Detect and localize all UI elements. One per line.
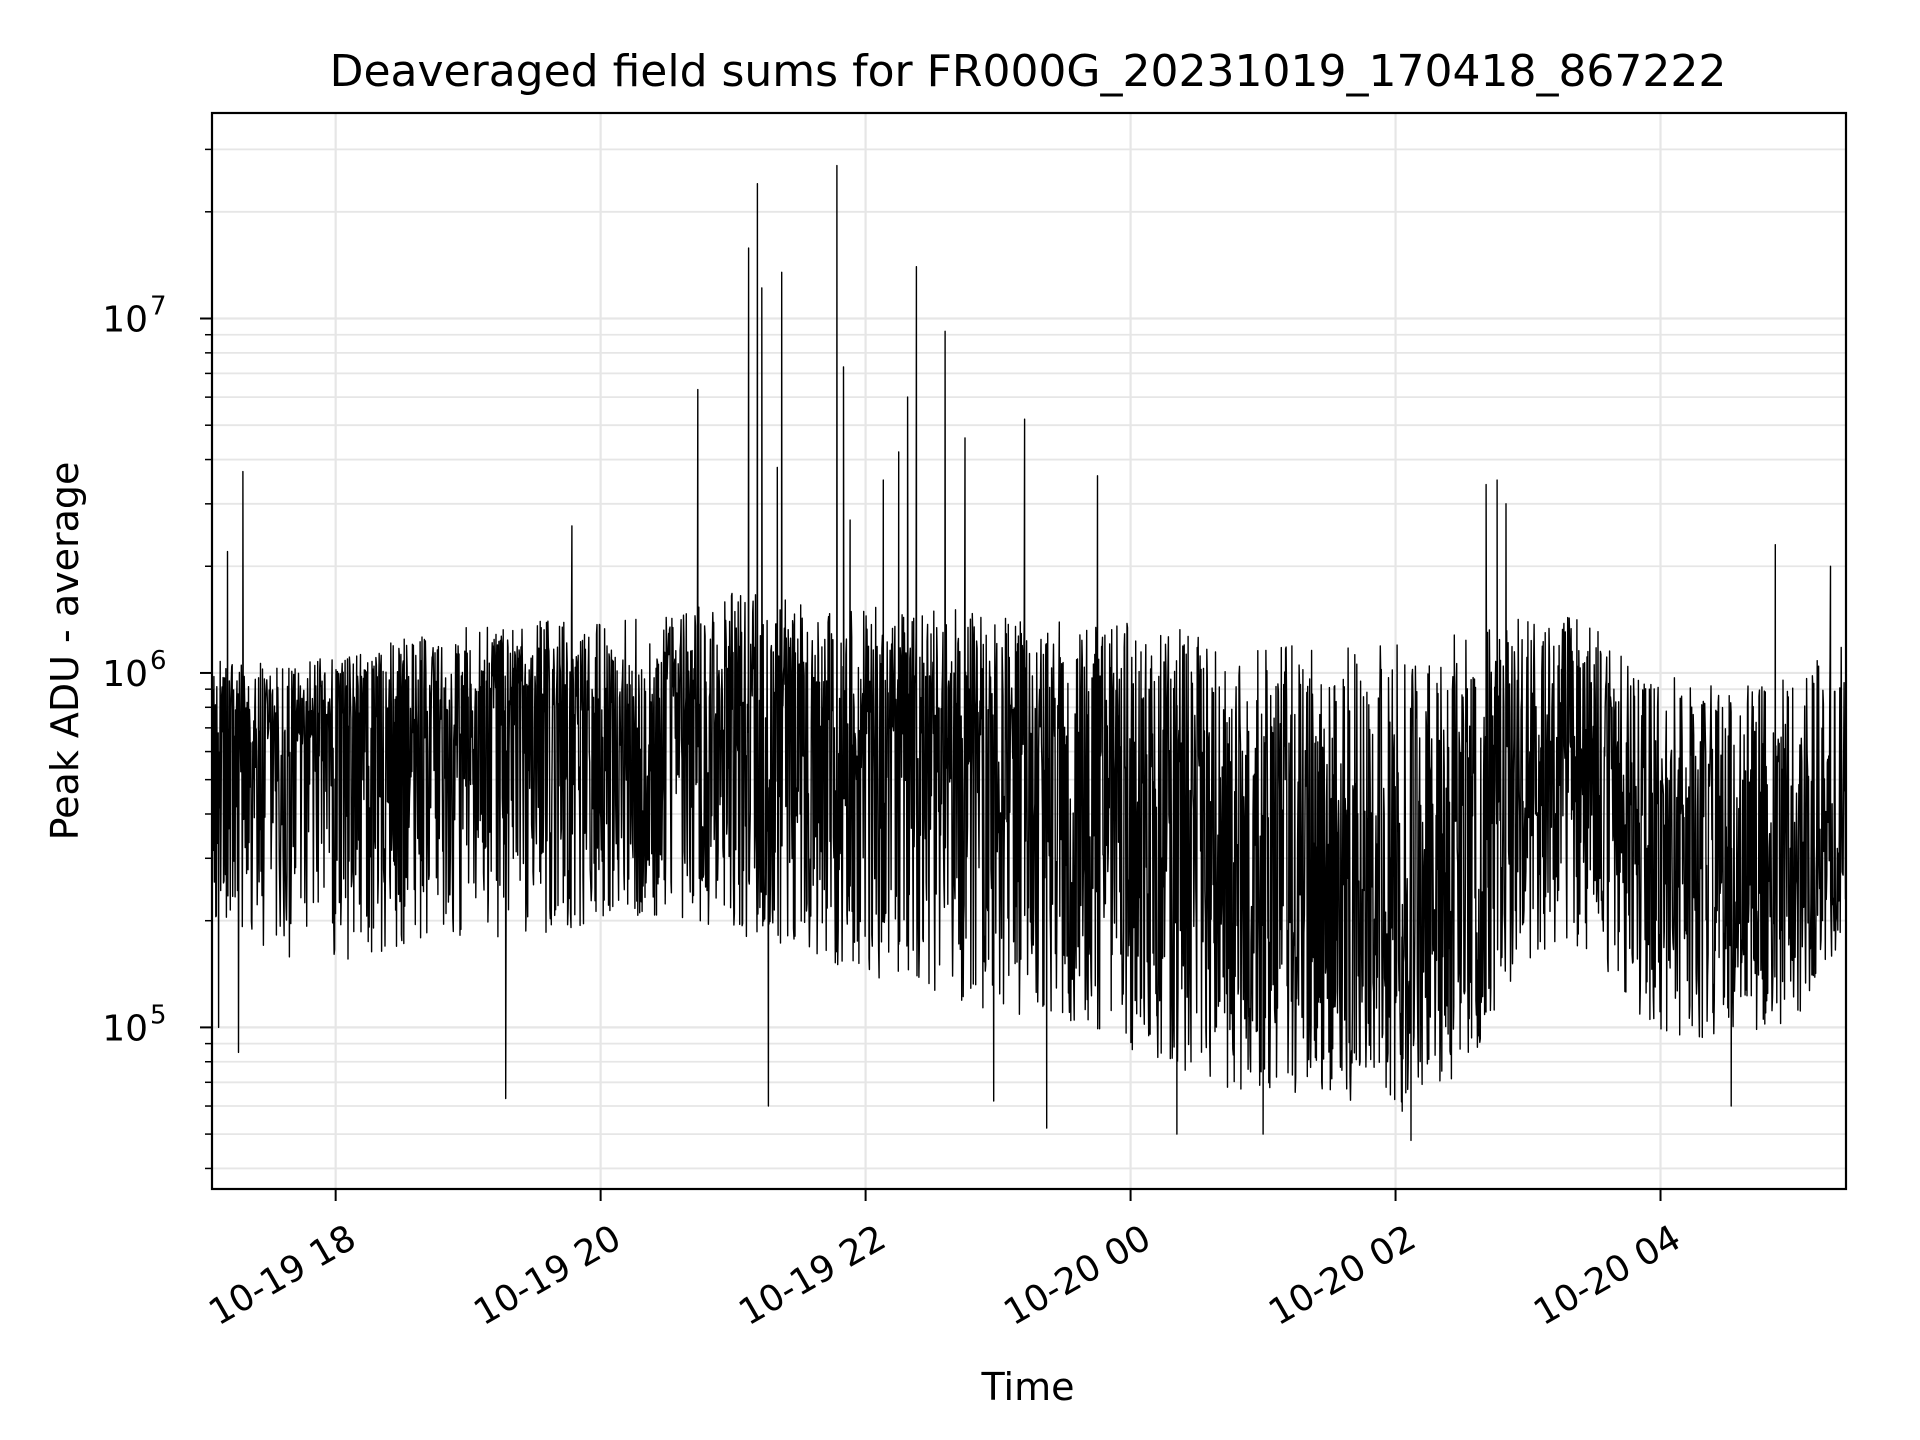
y-tick-exponent: 5: [150, 1000, 167, 1030]
y-tick-exponent: 6: [150, 646, 167, 676]
chart-title: Deaveraged field sums for FR000G_2023101…: [330, 46, 1727, 97]
plot-frame: [210, 111, 1848, 1191]
y-tick-label: 10: [102, 654, 148, 695]
y-axis-label: Peak ADU - average: [43, 462, 87, 841]
data-series-line: [211, 164, 1847, 1142]
y-tick-label: 10: [102, 300, 148, 341]
series-path: [211, 164, 1847, 1142]
y-tick-label: 10: [102, 1008, 148, 1049]
x-axis-label: Time: [981, 1365, 1075, 1409]
y-tick-exponent: 7: [150, 292, 167, 322]
